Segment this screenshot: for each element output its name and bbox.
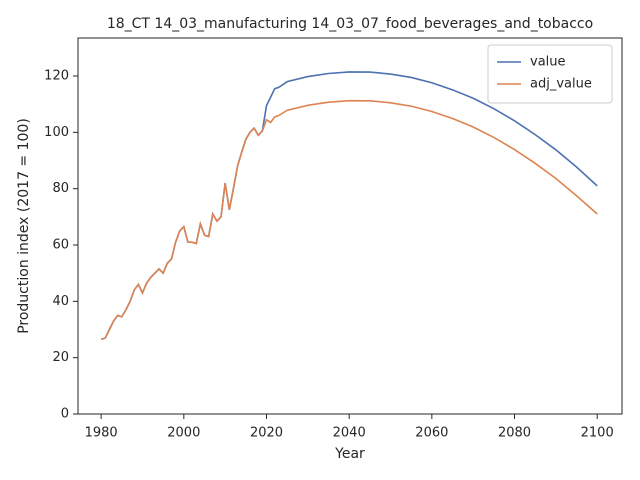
- y-axis-label: Production index (2017 = 100): [16, 118, 32, 334]
- line-series: [100, 99, 598, 341]
- y-tick-label: 0: [61, 407, 69, 422]
- y-tick-label: 60: [52, 238, 69, 253]
- line-series: [100, 71, 598, 341]
- x-tick-label: 2100: [581, 426, 614, 441]
- x-tick-label: 2040: [333, 426, 366, 441]
- legend-label: adj_value: [530, 77, 592, 92]
- y-tick-label: 80: [52, 181, 69, 196]
- x-tick-label: 2020: [250, 426, 283, 441]
- y-tick-label: 100: [44, 125, 69, 140]
- x-tick-label: 2000: [167, 426, 200, 441]
- x-tick-label: 2060: [415, 426, 448, 441]
- legend-label: value: [530, 55, 566, 70]
- y-tick-label: 20: [52, 350, 69, 365]
- chart-title: 18_CT 14_03_manufacturing 14_03_07_food_…: [107, 16, 593, 32]
- axes-frame: [77, 37, 623, 415]
- legend: value adj_value: [487, 44, 613, 104]
- legend-frame: [487, 44, 613, 104]
- x-tick-label: 2080: [498, 426, 531, 441]
- y-tick-label: 40: [52, 294, 69, 309]
- x-tick-label: 1980: [85, 426, 118, 441]
- y-tick-label: 120: [44, 69, 69, 84]
- x-axis-label: Year: [334, 446, 365, 462]
